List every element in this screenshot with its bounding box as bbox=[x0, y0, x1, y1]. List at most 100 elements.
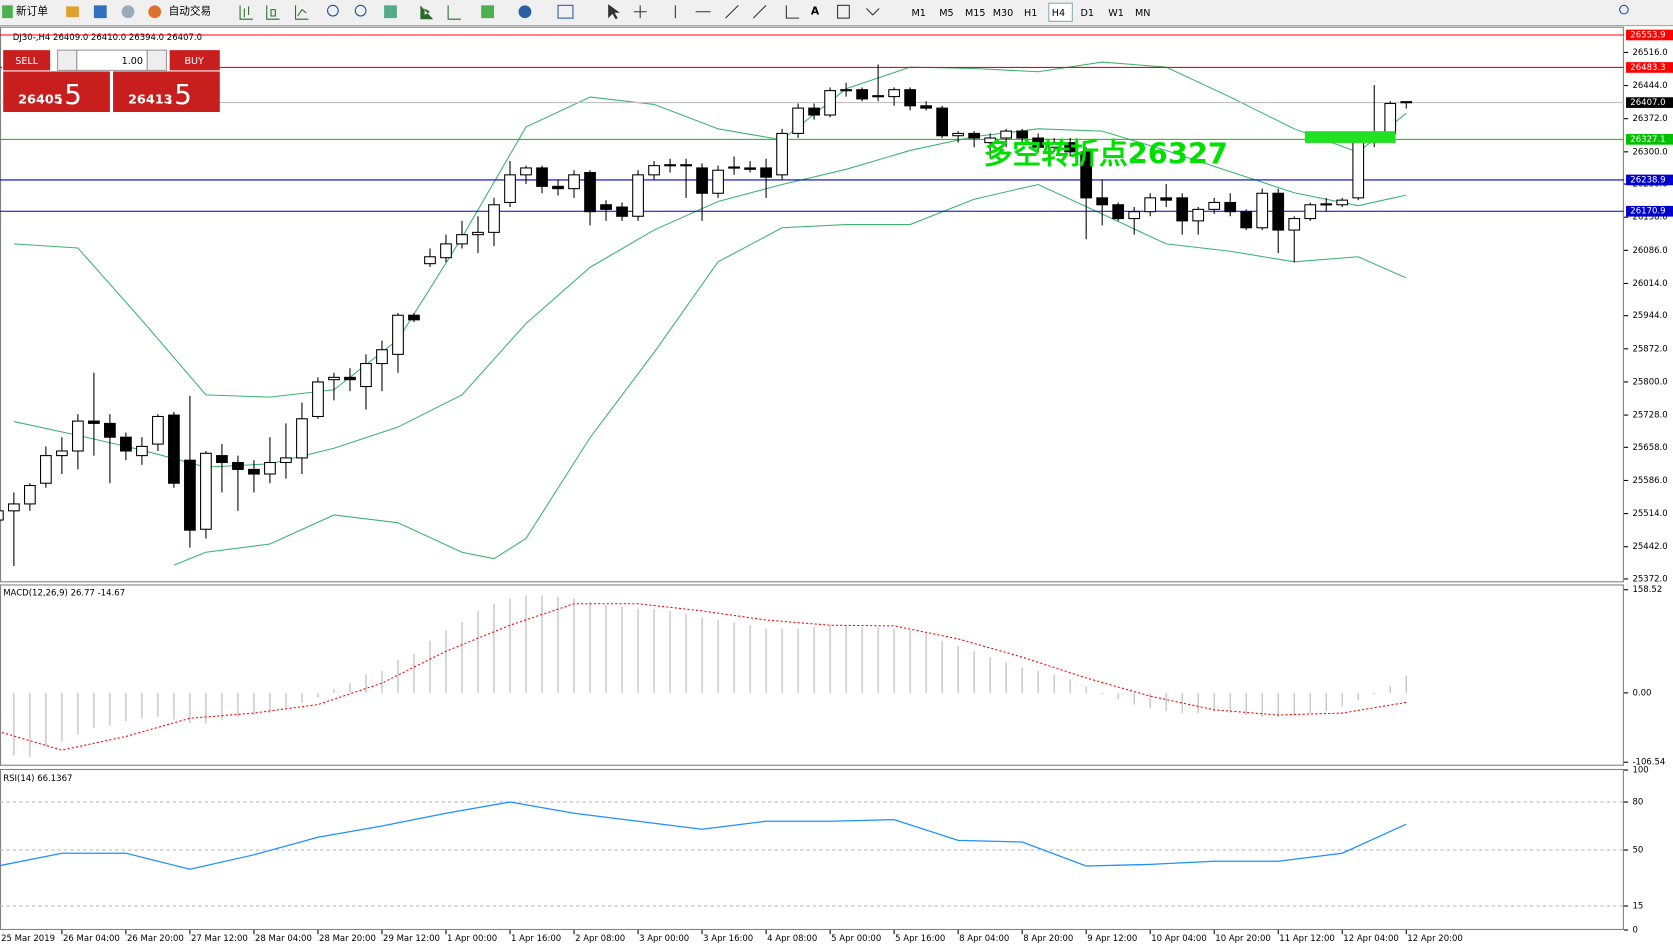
sell-button[interactable] bbox=[3, 50, 51, 71]
buy-button[interactable] bbox=[169, 50, 220, 71]
new-order-icon[interactable] bbox=[2, 5, 13, 19]
candle-body bbox=[936, 107, 948, 137]
candle-body bbox=[344, 376, 356, 381]
tool-icon[interactable] bbox=[93, 5, 107, 19]
candle-body bbox=[584, 172, 596, 213]
buy-label[interactable]: BUY bbox=[184, 56, 204, 67]
timeframe[interactable]: M30 bbox=[993, 8, 1014, 19]
ask-price[interactable]: 26413 bbox=[128, 93, 173, 108]
auto-trading-icon[interactable] bbox=[148, 5, 162, 19]
candle-body bbox=[568, 174, 580, 190]
text-tool[interactable]: A bbox=[811, 5, 820, 18]
ask-box[interactable] bbox=[113, 71, 220, 112]
timeframe[interactable]: H1 bbox=[1024, 8, 1037, 19]
band-line bbox=[173, 183, 1407, 566]
candle-body bbox=[264, 461, 276, 475]
candle-body bbox=[696, 167, 708, 194]
y-tick-label: 25442.0 bbox=[1632, 542, 1667, 552]
label-tool[interactable] bbox=[837, 4, 850, 19]
lot-up[interactable] bbox=[146, 49, 167, 71]
timeframe[interactable]: D1 bbox=[1080, 8, 1094, 19]
y-tick-label: 25372.0 bbox=[1632, 574, 1667, 584]
x-tick-label: 8 Apr 20:00 bbox=[1023, 934, 1073, 944]
candle-body bbox=[1176, 197, 1189, 222]
candle-body bbox=[840, 89, 852, 92]
auto-trading[interactable]: 自动交易 bbox=[169, 5, 212, 18]
x-tick-label: 11 Apr 12:00 bbox=[1279, 934, 1335, 944]
candle-body bbox=[184, 459, 196, 531]
candle-body bbox=[408, 314, 420, 321]
price-tag bbox=[1626, 29, 1673, 41]
candle-body bbox=[248, 468, 260, 475]
tool-icon[interactable] bbox=[447, 5, 461, 20]
x-tick-label: 8 Apr 04:00 bbox=[959, 934, 1009, 944]
tool-icon[interactable] bbox=[239, 5, 253, 20]
timeframe[interactable]: W1 bbox=[1108, 8, 1124, 19]
candle-body bbox=[536, 167, 548, 187]
arrow-tool[interactable] bbox=[865, 8, 880, 16]
timeframe[interactable]: M1 bbox=[911, 8, 925, 19]
cursor-tool[interactable] bbox=[608, 4, 620, 20]
candle-body bbox=[1256, 192, 1269, 229]
candle-body bbox=[1160, 197, 1173, 201]
price-tag-label: 26407.0 bbox=[1630, 98, 1665, 108]
x-tick-label: 9 Apr 12:00 bbox=[1087, 934, 1137, 944]
pivot-marker bbox=[1304, 131, 1396, 143]
tool-icon[interactable] bbox=[66, 6, 79, 18]
x-tick-label: 3 Apr 00:00 bbox=[639, 934, 689, 944]
timeframe[interactable]: M5 bbox=[939, 8, 953, 19]
candle-body bbox=[1240, 211, 1253, 229]
timeframe[interactable]: H4 bbox=[1052, 8, 1065, 19]
new-order[interactable]: 新订单 bbox=[16, 5, 48, 18]
bid-pips[interactable]: .5 bbox=[55, 78, 81, 111]
x-tick-label: 1 Apr 16:00 bbox=[511, 934, 561, 944]
toolbar-items: 新订单 自动交易 A M1 M5 M15 M30 H1 H4 D1 W1 MN bbox=[2, 2, 1629, 22]
tool-icon[interactable] bbox=[518, 5, 532, 19]
zoom-out[interactable] bbox=[354, 4, 367, 17]
tool-icon[interactable] bbox=[295, 5, 309, 20]
candle-body bbox=[216, 455, 228, 464]
timeframe[interactable]: MN bbox=[1135, 8, 1150, 19]
candle-body bbox=[152, 415, 164, 445]
candle-body bbox=[88, 420, 100, 424]
candle-body bbox=[1064, 142, 1077, 153]
candle-body bbox=[376, 349, 388, 365]
search[interactable] bbox=[1619, 4, 1629, 15]
candle-body bbox=[712, 169, 724, 194]
bid-box[interactable] bbox=[3, 71, 110, 112]
candle-body bbox=[136, 445, 148, 457]
price-tag bbox=[1626, 205, 1673, 217]
candle-body bbox=[728, 166, 740, 169]
candle-body bbox=[600, 204, 612, 210]
tool-icon[interactable] bbox=[121, 5, 135, 19]
tool-icon[interactable] bbox=[481, 5, 495, 19]
x-tick-label: 28 Mar 04:00 bbox=[255, 934, 312, 944]
candle-body bbox=[120, 436, 132, 452]
tool-icon[interactable] bbox=[557, 4, 574, 19]
candle-body bbox=[1336, 199, 1349, 206]
x-tick-label: 12 Apr 04:00 bbox=[1343, 934, 1399, 944]
candle-body bbox=[504, 174, 516, 203]
tool-icon[interactable] bbox=[266, 5, 280, 20]
crosshair-tool[interactable] bbox=[633, 5, 647, 19]
zoom-in[interactable] bbox=[327, 4, 339, 17]
sell-label[interactable]: SELL bbox=[15, 56, 39, 67]
y-tick-label: 26300.0 bbox=[1632, 147, 1667, 157]
tool-icon[interactable] bbox=[384, 5, 397, 19]
candle-body bbox=[1016, 130, 1029, 139]
lot-value[interactable]: 1.00 bbox=[122, 56, 143, 67]
y-tick-label: 26444.0 bbox=[1632, 81, 1667, 91]
lot-down[interactable] bbox=[57, 49, 78, 71]
candle-body bbox=[280, 457, 292, 464]
candle-body bbox=[1112, 204, 1125, 220]
timeframe[interactable]: M15 bbox=[965, 8, 986, 19]
candle-body bbox=[520, 167, 532, 176]
drawing-tools[interactable] bbox=[674, 4, 800, 19]
bid-price[interactable]: 26405 bbox=[18, 93, 63, 108]
y-tick-label: 158.52 bbox=[1632, 585, 1662, 595]
candle-body bbox=[984, 137, 997, 144]
ask-pips[interactable]: .5 bbox=[165, 78, 191, 111]
candle-body bbox=[1096, 197, 1109, 206]
